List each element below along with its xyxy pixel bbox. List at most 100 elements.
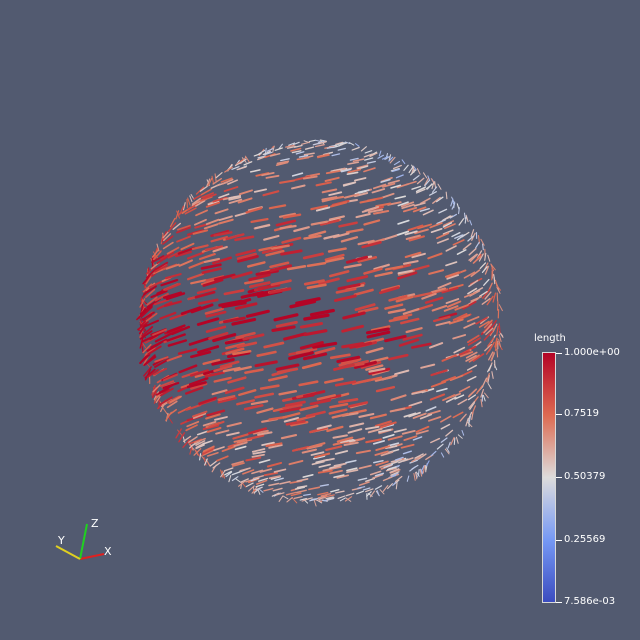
y-axis-label: Y (57, 534, 65, 547)
vector-glyph (257, 283, 281, 290)
vector-glyph (452, 411, 464, 419)
vector-glyph (306, 261, 327, 268)
vector-glyph (374, 271, 393, 278)
vector-glyph (384, 445, 398, 450)
vector-glyph (278, 495, 284, 502)
vector-glyph (415, 187, 426, 193)
vector-glyph (294, 486, 306, 490)
vector-glyph (325, 256, 345, 263)
vector-glyph (440, 452, 445, 458)
vector-glyph (385, 467, 397, 472)
vector-glyph (306, 283, 327, 290)
vector-glyph (228, 298, 252, 307)
vector-glyph (347, 401, 369, 408)
vector-glyph (430, 227, 443, 234)
vector-glyph (185, 386, 204, 395)
vector-glyph (316, 424, 332, 430)
vector-glyph (176, 210, 180, 219)
vector-glyph (338, 397, 359, 404)
vector-glyph (414, 453, 424, 459)
vector-glyph (373, 263, 390, 271)
vector-glyph (163, 300, 182, 308)
vector-glyph (192, 412, 207, 419)
vector-glyph (395, 295, 414, 303)
vector-glyph (463, 212, 466, 220)
vector-glyph (465, 351, 478, 359)
vector-glyph (468, 388, 477, 398)
vector-glyph (189, 195, 193, 203)
vector-glyph (468, 354, 480, 363)
vector-glyph (202, 278, 224, 287)
vector-glyph (386, 466, 397, 471)
vector-glyph (324, 377, 344, 384)
vector-glyph (188, 336, 211, 346)
vector-glyph (441, 354, 457, 362)
vector-glyph (410, 169, 417, 176)
vector-glyph (369, 470, 382, 476)
vector-glyph (181, 370, 199, 379)
vector-glyph (310, 204, 329, 211)
vector-glyph (142, 343, 152, 354)
vector-glyph (485, 372, 490, 383)
vector-glyph (492, 292, 497, 303)
vector-glyph (317, 154, 330, 159)
vector-glyph (186, 251, 205, 260)
vector-glyph (225, 233, 245, 241)
vector-glyph (467, 287, 478, 295)
vector-glyph (401, 159, 406, 165)
vector-glyph (246, 434, 265, 441)
vector-glyph (345, 255, 369, 264)
vector-glyph (281, 236, 302, 244)
vector-glyph (346, 171, 359, 176)
vector-glyph (309, 308, 335, 317)
vector-glyph (483, 324, 492, 334)
vector-glyph (231, 471, 241, 476)
vector-glyph (327, 247, 347, 253)
y-axis-line (55, 545, 81, 560)
vector-glyph (353, 288, 374, 296)
vector-glyph (245, 482, 254, 488)
vector-glyph (204, 307, 224, 315)
vector-glyph (270, 279, 292, 287)
vector-glyph (301, 448, 318, 454)
vector-glyph (454, 304, 469, 311)
vector-glyph (368, 367, 386, 373)
vector-glyph (204, 371, 225, 378)
vector-glyph (231, 271, 253, 280)
vector-glyph (167, 416, 173, 424)
vector-glyph (220, 470, 226, 478)
vector-glyph (340, 236, 359, 243)
vector-glyph (380, 192, 395, 199)
vector-glyph (141, 326, 154, 337)
vector-glyph (182, 438, 191, 448)
vector-glyph (402, 308, 420, 315)
vector-glyph (269, 152, 281, 157)
vector-glyph (205, 218, 220, 226)
vector-glyph (346, 469, 359, 474)
vector-glyph (255, 269, 279, 276)
vector-glyph (436, 443, 444, 450)
vector-glyph (235, 249, 257, 257)
vector-glyph (366, 330, 391, 339)
vector-glyph (405, 327, 423, 334)
vector-glyph (387, 353, 409, 361)
vector-glyph (139, 304, 153, 315)
vector-glyph (154, 292, 169, 302)
vector-glyph (317, 140, 325, 144)
vector-glyph (227, 376, 247, 384)
vector-glyph (291, 184, 306, 190)
vector-glyph (494, 341, 498, 352)
vector-glyph (369, 152, 378, 158)
vector-glyph (166, 333, 186, 342)
vector-glyph (411, 264, 430, 272)
vector-glyph (400, 201, 415, 208)
vector-glyph (242, 333, 265, 341)
vector-glyph (419, 468, 423, 477)
vector-glyph (469, 219, 473, 226)
vector-glyph (282, 213, 302, 219)
vector-glyph (312, 142, 321, 146)
vector-glyph (445, 298, 460, 305)
vector-glyph (390, 458, 402, 463)
